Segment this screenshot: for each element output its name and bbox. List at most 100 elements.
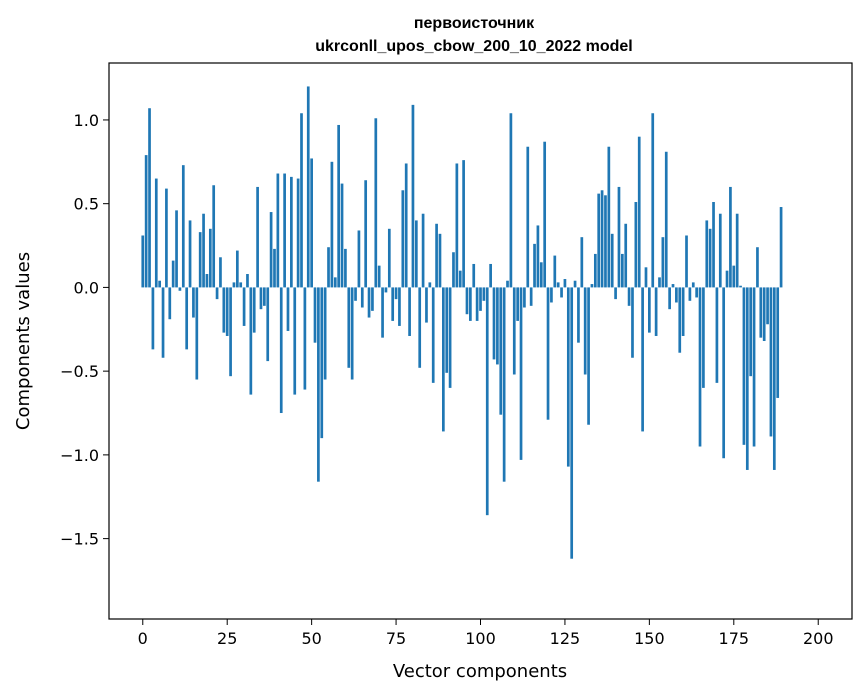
bar	[668, 287, 671, 310]
bar	[340, 183, 344, 288]
bar	[506, 280, 509, 288]
bar	[185, 287, 189, 350]
bar	[671, 284, 675, 288]
bar	[465, 287, 469, 315]
bar	[293, 287, 297, 395]
bar	[442, 287, 445, 432]
y-tick-label: −1.5	[60, 530, 99, 549]
bar	[610, 233, 614, 288]
bar	[347, 287, 351, 368]
bar	[158, 280, 162, 288]
bar	[563, 279, 567, 288]
bar	[550, 287, 553, 303]
bar	[651, 113, 655, 288]
bar	[614, 287, 617, 300]
bar	[729, 186, 732, 288]
bar	[722, 287, 726, 459]
bar	[539, 262, 543, 288]
bar	[732, 265, 736, 288]
bar	[479, 287, 482, 311]
bar	[418, 287, 422, 368]
bar	[776, 287, 780, 398]
bar	[556, 282, 560, 288]
bar	[384, 287, 388, 293]
bar	[617, 186, 621, 288]
x-tick-label: 200	[803, 629, 834, 648]
bar	[678, 287, 682, 353]
bar	[401, 190, 405, 288]
bars-group	[141, 86, 783, 559]
bar	[235, 250, 239, 288]
bar	[391, 287, 395, 321]
x-tick-label: 75	[386, 629, 406, 648]
bar	[198, 232, 202, 288]
bar	[698, 287, 702, 447]
y-tick-label: 0.5	[74, 195, 99, 214]
bar	[708, 228, 712, 288]
bar	[310, 158, 313, 288]
bar	[529, 287, 533, 306]
x-tick-label: 0	[138, 629, 148, 648]
bar	[246, 274, 249, 288]
bar	[570, 287, 574, 559]
bar	[634, 202, 638, 288]
bar	[553, 255, 557, 288]
bar	[455, 163, 459, 288]
bar	[404, 163, 408, 288]
bar	[739, 285, 742, 288]
bar	[658, 277, 661, 288]
bar	[394, 287, 398, 300]
x-tick-label: 50	[301, 629, 321, 648]
bar	[681, 287, 685, 336]
bar	[482, 287, 486, 301]
bar	[435, 223, 438, 288]
bar	[306, 86, 310, 288]
bar	[546, 287, 550, 420]
bar	[188, 220, 192, 288]
bar	[252, 287, 256, 333]
bar	[428, 282, 432, 288]
bar	[438, 233, 442, 288]
bar	[225, 287, 229, 336]
bar	[374, 118, 378, 288]
x-tick-label: 125	[550, 629, 581, 648]
bar	[604, 195, 607, 288]
bar	[269, 212, 273, 288]
x-tick-label: 100	[465, 629, 496, 648]
bar	[195, 287, 199, 380]
bar	[718, 213, 722, 288]
bar	[296, 178, 300, 288]
bar	[590, 284, 594, 288]
bar	[489, 263, 492, 288]
bar	[445, 287, 449, 373]
bar	[249, 287, 253, 395]
bar	[178, 287, 182, 291]
bar	[587, 287, 590, 425]
x-axis-label: Vector components	[393, 661, 567, 682]
bar	[239, 282, 243, 288]
y-tick-label: −1.0	[60, 446, 99, 465]
bar	[377, 265, 381, 288]
bar	[286, 287, 290, 331]
bar	[560, 287, 563, 298]
bar	[715, 287, 719, 383]
bar	[431, 287, 435, 383]
bar	[317, 287, 320, 482]
bar	[580, 237, 584, 288]
bar	[627, 287, 631, 306]
bar	[620, 253, 624, 288]
bar	[779, 207, 783, 288]
bar	[661, 237, 665, 288]
bar	[327, 247, 330, 288]
bar	[566, 287, 570, 467]
bar	[421, 213, 425, 288]
bar	[357, 230, 361, 288]
bar	[607, 146, 611, 288]
bar	[705, 220, 709, 288]
bar	[600, 190, 604, 288]
bar	[742, 287, 746, 445]
bar	[577, 287, 580, 343]
bar	[232, 282, 236, 288]
bar	[350, 287, 354, 380]
